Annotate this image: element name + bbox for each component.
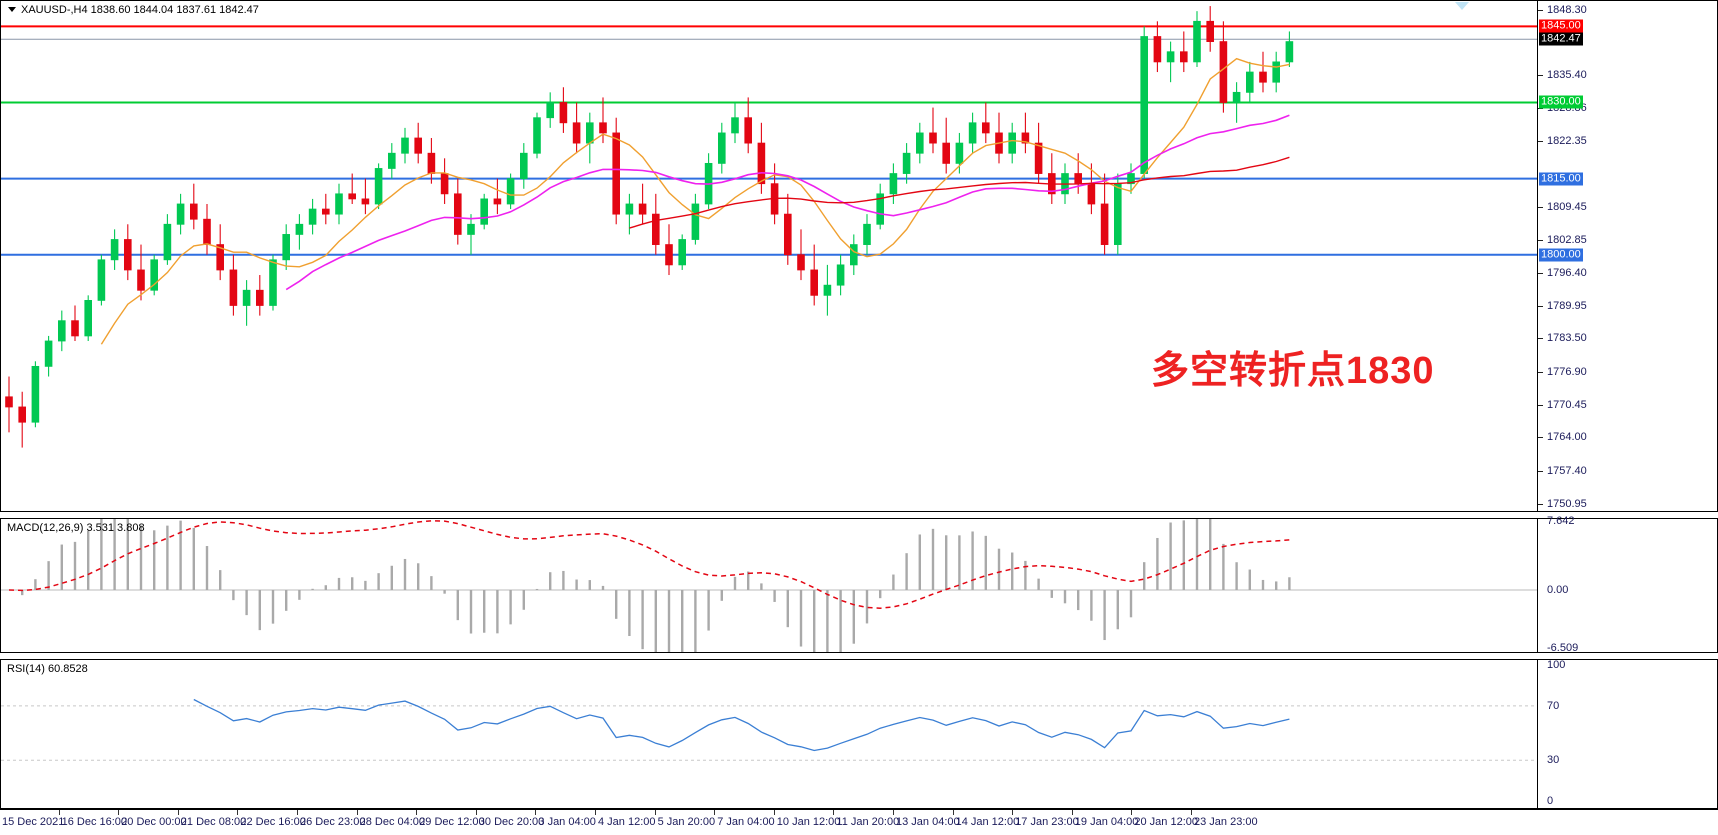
macd-tick: 0.00 <box>1547 583 1569 596</box>
chevron-down-icon[interactable] <box>8 7 16 12</box>
price-tick: 1776.90 <box>1538 366 1587 378</box>
rsi-label: RSI(14) 60.8528 <box>7 663 88 675</box>
time-tick <box>1012 810 1014 815</box>
price-level-tag[interactable]: 1830.00 <box>1539 95 1583 109</box>
time-axis-label: 28 Dec 04:00 <box>359 816 426 828</box>
time-axis-label: 15 Dec 2021 <box>2 816 65 828</box>
price-level-tag[interactable]: 1800.00 <box>1539 248 1583 262</box>
time-tick <box>952 810 954 815</box>
time-axis-label: 4 Jan 12:00 <box>598 816 656 828</box>
macd-panel[interactable]: MACD(12,26,9) 3.531 3.808 7.642 0.00 -6.50… <box>0 515 1718 655</box>
time-axis-label: 26 Dec 23:00 <box>300 816 366 828</box>
macd-tick: -6.509 <box>1547 642 1579 655</box>
price-level-tag[interactable]: 1842.47 <box>1539 32 1583 46</box>
rsi-tick: 100 <box>1547 659 1566 671</box>
time-axis-label: 17 Jan 23:00 <box>1015 816 1079 828</box>
symbol-header: XAUUSD-,H4 1838.60 1844.04 1837.61 1842.… <box>21 4 259 16</box>
time-tick <box>58 810 60 815</box>
price-plot-area[interactable] <box>1 1 1538 511</box>
time-axis-label: 21 Dec 08:00 <box>180 816 247 828</box>
time-axis-label: 30 Dec 20:00 <box>478 816 545 828</box>
price-tick: 1770.45 <box>1538 399 1587 411</box>
price-tick: 1809.45 <box>1538 201 1587 213</box>
time-axis-label: 20 Jan 12:00 <box>1134 816 1199 828</box>
price-tick: 1764.00 <box>1538 431 1587 443</box>
price-level-tag[interactable]: 1845.00 <box>1539 19 1583 33</box>
rsi-tick: 70 <box>1547 699 1560 712</box>
time-axis-label: 14 Jan 12:00 <box>955 816 1020 828</box>
rsi-tick: 0 <box>1547 795 1554 808</box>
time-tick <box>595 810 596 815</box>
time-tick <box>773 810 775 815</box>
price-level-tag[interactable]: 1815.00 <box>1539 172 1583 186</box>
price-panel[interactable]: XAUUSD-,H4 1838.60 1844.04 1837.61 1842.… <box>0 0 1718 512</box>
price-tick: 1822.35 <box>1538 135 1587 147</box>
price-tick: 1796.40 <box>1538 267 1587 279</box>
chart-annotation-text: 多空转折点1830 <box>1151 350 1435 392</box>
macd-tick: 7.642 <box>1547 515 1575 528</box>
time-tick <box>237 810 239 815</box>
price-tick: 1848.30 <box>1538 4 1587 16</box>
price-axis[interactable]: 1848.301835.401828.861822.351809.451802.… <box>1537 1 1717 511</box>
time-tick <box>833 810 835 815</box>
time-axis-label: 11 Jan 20:00 <box>836 816 900 828</box>
time-tick <box>1131 810 1133 815</box>
macd-label: MACD(12,26,9) 3.531 3.808 <box>7 522 145 534</box>
price-tick: 1783.50 <box>1538 332 1587 344</box>
time-tick <box>118 810 120 815</box>
crosshair-marker-icon <box>1455 2 1469 10</box>
time-axis-label: 3 Jan 04:00 <box>538 816 596 828</box>
time-tick <box>535 810 537 815</box>
time-axis-label: 16 Dec 16:00 <box>61 816 128 828</box>
time-tick <box>475 810 477 815</box>
rsi-axis[interactable]: 100 70 30 0 <box>1537 659 1717 808</box>
price-tick: 1802.85 <box>1538 234 1587 246</box>
price-tick: 1835.40 <box>1538 69 1587 81</box>
time-axis-label: 29 Dec 12:00 <box>419 816 485 828</box>
price-tick: 1750.95 <box>1538 498 1587 510</box>
rsi-plot-area[interactable] <box>1 660 1538 808</box>
time-axis[interactable]: 15 Dec 2021 16 Dec 16:00 20 Dec 00:00 21 De… <box>0 809 1718 835</box>
macd-axis[interactable]: 7.642 0.00 -6.509 <box>1537 515 1717 655</box>
time-axis-label: 10 Jan 12:00 <box>776 816 841 828</box>
time-tick <box>1191 810 1192 815</box>
time-axis-label: 13 Jan 04:00 <box>896 816 960 828</box>
time-axis-label: 22 Dec 16:00 <box>240 816 306 828</box>
rsi-tick: 30 <box>1547 754 1560 767</box>
time-tick <box>654 810 656 815</box>
time-axis-label: 20 Dec 00:00 <box>121 816 187 828</box>
time-tick <box>356 810 358 815</box>
time-axis-label: 7 Jan 04:00 <box>717 816 775 828</box>
macd-plot-area[interactable] <box>1 519 1538 652</box>
rsi-panel[interactable]: RSI(14) 60.8528 100 70 30 0 <box>0 659 1718 809</box>
price-tick: 1757.40 <box>1538 465 1587 477</box>
time-tick <box>297 810 298 815</box>
time-axis-label: 23 Jan 23:00 <box>1194 816 1258 828</box>
time-tick <box>893 810 894 815</box>
time-tick <box>416 810 418 815</box>
time-tick <box>1071 810 1073 815</box>
price-tick: 1789.95 <box>1538 300 1587 312</box>
time-tick <box>177 810 179 815</box>
time-axis-label: 5 Jan 20:00 <box>657 816 716 828</box>
time-axis-label: 19 Jan 04:00 <box>1074 816 1139 828</box>
time-tick <box>714 810 716 815</box>
